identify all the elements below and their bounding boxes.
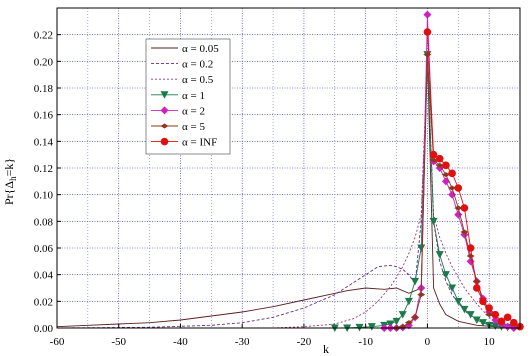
y-axis-ticks: 0.00 0.02 0.04 0.06 0.08 0.10 0.12 0.14 0.16 0.18… [34, 30, 61, 335]
x-tick-label: -40 [173, 336, 188, 348]
series-line [426, 31, 521, 328]
x-tick-label: -50 [111, 336, 126, 348]
series-point [491, 316, 500, 324]
series-point [411, 314, 420, 320]
y-tick-label: 0.20 [34, 56, 54, 68]
series-point [429, 150, 438, 159]
series-point [460, 229, 469, 235]
series-point [479, 297, 487, 306]
series-point [466, 311, 475, 319]
legend-label: α = 0.2 [182, 59, 213, 71]
legend-marker [160, 106, 169, 115]
y-tick-label: 0.12 [34, 163, 53, 175]
series-point [411, 277, 420, 286]
y-tick-label: 0.22 [34, 30, 53, 42]
series-point [435, 251, 444, 259]
legend-label: α = 1 [182, 90, 205, 102]
series-point [442, 161, 450, 170]
series-point [454, 205, 463, 211]
y-axis-label-sub: h [8, 176, 18, 181]
series-point [472, 284, 481, 292]
legend-marker [160, 123, 169, 129]
legend-label: α = 5 [182, 121, 205, 133]
series-2 [57, 54, 521, 329]
plot-frame [56, 7, 521, 329]
series-point [448, 169, 456, 178]
y-tick-label: 0.18 [34, 83, 54, 95]
series-line [57, 54, 521, 329]
y-tick-label: 0.04 [34, 270, 54, 282]
series-point [491, 310, 500, 319]
series-point [460, 204, 469, 212]
series-point [404, 297, 413, 306]
y-tick-label: 0.00 [34, 323, 54, 335]
series-point [367, 323, 376, 331]
legend-label: α = 0.05 [182, 43, 219, 55]
series-point [466, 244, 475, 252]
x-tick-label: -30 [235, 336, 250, 348]
series-point [454, 184, 463, 192]
series-point [441, 271, 450, 279]
legend-marker [160, 91, 169, 99]
legend: α = 0.05 α = 0.2 α = 0.5 α = 1 α = 2 α = 5 α =… [145, 38, 231, 155]
series-point [503, 322, 512, 331]
series-point [448, 190, 457, 199]
series-point [485, 312, 494, 318]
legend-label: α = 2 [182, 105, 205, 117]
x-axis-ticks: -60 -50 -40 -30 -20 -10 0 10 [50, 324, 495, 348]
x-tick-label: 10 [484, 336, 496, 348]
series-point [454, 297, 463, 306]
series-point [398, 311, 407, 319]
series-point [472, 278, 481, 284]
series-point [448, 284, 457, 292]
y-axis-label-tail: =k} [2, 158, 16, 177]
grid [56, 8, 521, 329]
series-point [423, 52, 432, 58]
series-point [429, 217, 438, 226]
series-point [510, 318, 518, 327]
x-axis-label: k [323, 342, 329, 356]
series-point [392, 317, 401, 326]
x-tick-label: -20 [297, 336, 312, 348]
series-point [503, 313, 512, 322]
series-point [435, 162, 444, 168]
series-point [472, 316, 481, 324]
series-point [404, 320, 413, 326]
y-tick-label: 0.16 [34, 110, 54, 122]
legend-label: α = 0.5 [182, 74, 214, 86]
y-tick-label: 0.10 [34, 190, 54, 202]
series-point [485, 304, 493, 312]
series-point [417, 244, 426, 252]
legend-marker [160, 137, 169, 146]
series-point [491, 322, 500, 330]
legend-box [145, 38, 231, 155]
y-tick-label: 0.14 [34, 136, 54, 148]
series-point [423, 10, 432, 19]
series-point [448, 185, 457, 191]
series-point [429, 157, 438, 163]
series-point [435, 154, 444, 163]
series-point [497, 317, 506, 326]
series-point [423, 28, 432, 36]
x-tick-label: -60 [50, 336, 65, 348]
series-line [56, 54, 521, 328]
y-axis-label-main: Pr{Δ [2, 181, 16, 205]
series-point [441, 172, 450, 178]
series-6 [423, 28, 524, 331]
series-point [460, 305, 469, 314]
y-tick-label: 0.08 [34, 216, 54, 228]
x-tick-label: 0 [425, 336, 431, 348]
y-tick-label: 0.06 [34, 243, 54, 255]
series-point [466, 253, 475, 259]
series-layer [56, 10, 524, 332]
y-tick-label: 0.02 [34, 296, 53, 308]
x-tick-label: -10 [358, 336, 373, 348]
legend-label: α = INF [182, 137, 217, 149]
y-axis-label: Pr{Δh=k} [2, 158, 18, 205]
series-point [417, 292, 426, 298]
series-point [478, 319, 487, 327]
series-0 [56, 54, 521, 328]
